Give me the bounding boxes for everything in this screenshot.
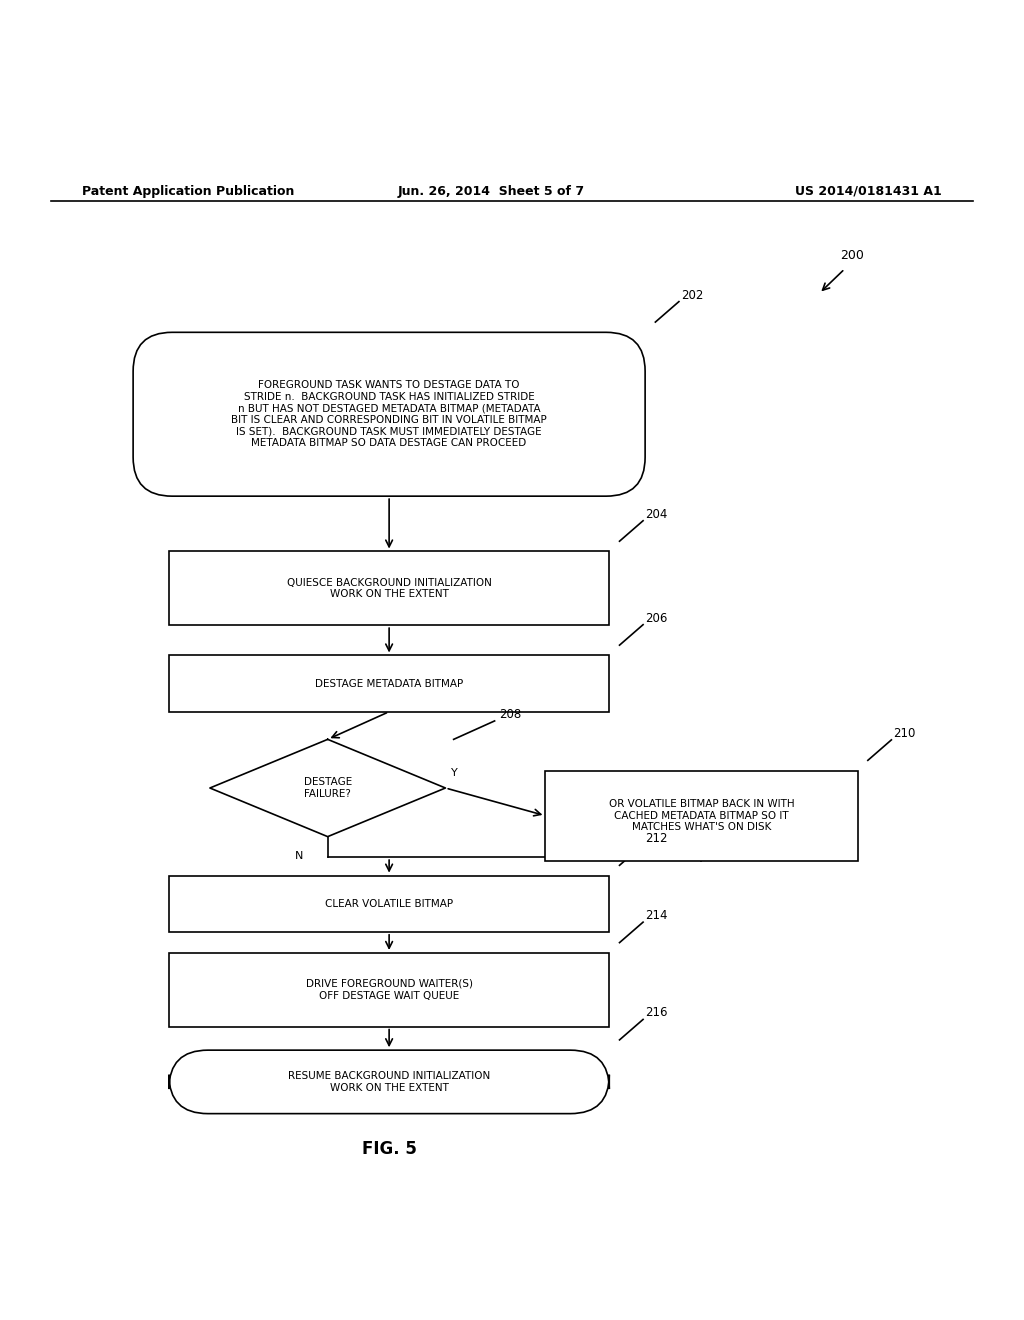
Polygon shape (210, 739, 445, 837)
Text: 204: 204 (645, 508, 668, 520)
Text: FIG. 5: FIG. 5 (361, 1140, 417, 1159)
Text: US 2014/0181431 A1: US 2014/0181431 A1 (796, 185, 942, 198)
Text: 210: 210 (893, 727, 915, 741)
Text: 212: 212 (645, 832, 668, 845)
Text: CLEAR VOLATILE BITMAP: CLEAR VOLATILE BITMAP (325, 899, 454, 908)
Text: Patent Application Publication: Patent Application Publication (82, 185, 294, 198)
Text: QUIESCE BACKGROUND INITIALIZATION
WORK ON THE EXTENT: QUIESCE BACKGROUND INITIALIZATION WORK O… (287, 578, 492, 599)
Text: OR VOLATILE BITMAP BACK IN WITH
CACHED METADATA BITMAP SO IT
MATCHES WHAT'S ON D: OR VOLATILE BITMAP BACK IN WITH CACHED M… (608, 799, 795, 832)
Bar (169, 656, 609, 711)
Bar (169, 552, 609, 626)
Text: DESTAGE METADATA BITMAP: DESTAGE METADATA BITMAP (315, 678, 463, 689)
FancyBboxPatch shape (169, 1051, 609, 1114)
FancyBboxPatch shape (133, 333, 645, 496)
Text: 202: 202 (681, 289, 703, 301)
Text: RESUME BACKGROUND INITIALIZATION
WORK ON THE EXTENT: RESUME BACKGROUND INITIALIZATION WORK ON… (288, 1071, 490, 1093)
Text: 200: 200 (840, 249, 863, 261)
Bar (169, 953, 609, 1027)
Bar (169, 875, 609, 932)
Text: N: N (295, 851, 303, 861)
Text: 214: 214 (645, 909, 668, 923)
Text: DESTAGE
FAILURE?: DESTAGE FAILURE? (303, 777, 352, 799)
Text: Jun. 26, 2014  Sheet 5 of 7: Jun. 26, 2014 Sheet 5 of 7 (398, 185, 585, 198)
Text: 216: 216 (645, 1006, 668, 1019)
Text: 206: 206 (645, 611, 668, 624)
Bar (546, 771, 858, 861)
Text: DRIVE FOREGROUND WAITER(S)
OFF DESTAGE WAIT QUEUE: DRIVE FOREGROUND WAITER(S) OFF DESTAGE W… (305, 979, 473, 1001)
Text: FOREGROUND TASK WANTS TO DESTAGE DATA TO
STRIDE n.  BACKGROUND TASK HAS INITIALI: FOREGROUND TASK WANTS TO DESTAGE DATA TO… (231, 380, 547, 449)
Text: 208: 208 (499, 708, 521, 721)
Text: Y: Y (451, 768, 458, 777)
